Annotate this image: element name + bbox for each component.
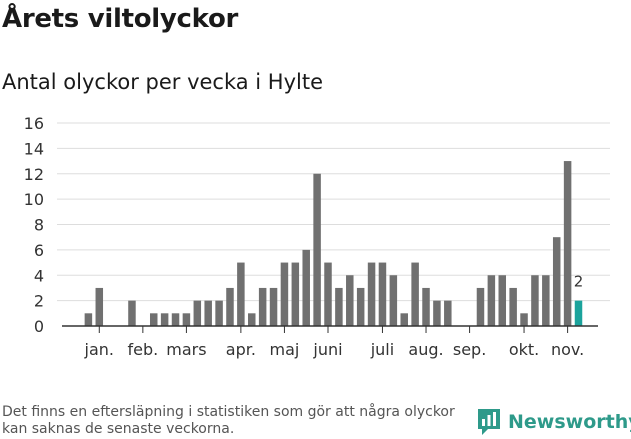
x-tick-label: sep. (453, 340, 486, 359)
x-tick-label: mars (166, 340, 206, 359)
x-axis-ticks: jan. feb. mars apr. maj juni juli aug. sep. okt. n… (84, 326, 584, 359)
bar (433, 300, 441, 326)
bar (237, 262, 245, 326)
chart-title: Årets viltolyckor (2, 4, 239, 34)
bar (400, 313, 408, 326)
bar (378, 262, 387, 326)
bar (444, 300, 452, 326)
bar (95, 287, 104, 326)
y-tick-label: 4 (34, 266, 44, 285)
y-tick-label: 14 (24, 139, 44, 158)
bar (182, 313, 191, 326)
bar (324, 262, 332, 326)
gridlines (57, 122, 610, 302)
bar (367, 262, 376, 326)
x-tick-label: aug. (408, 340, 443, 359)
bar-highlight (574, 300, 583, 326)
bar (193, 300, 202, 326)
newsworthy-logo-icon (478, 409, 500, 435)
bar (84, 313, 93, 326)
bar (313, 173, 321, 326)
x-tick-label: juli (370, 340, 394, 359)
bar (128, 300, 136, 326)
bar (269, 287, 278, 326)
x-tick-label: okt. (509, 340, 539, 359)
bar (520, 313, 528, 326)
bar (149, 313, 158, 326)
y-tick-label: 8 (34, 216, 44, 235)
y-tick-label: 16 (24, 114, 44, 133)
bar (498, 275, 507, 326)
bar (160, 313, 169, 326)
bar (302, 249, 310, 326)
bar (542, 275, 550, 326)
bar (422, 287, 430, 326)
x-tick-label: maj (270, 340, 300, 359)
bar (346, 275, 354, 326)
y-tick-label: 2 (34, 292, 44, 311)
bar (476, 287, 485, 326)
bar (356, 287, 365, 326)
brand-name: Newsworthy (508, 411, 631, 433)
x-tick-label: apr. (226, 340, 256, 359)
y-tick-label: 10 (24, 190, 44, 209)
bar (248, 313, 256, 326)
bar (171, 313, 180, 326)
x-tick-label: feb. (127, 340, 158, 359)
x-tick-label: juni (312, 340, 342, 359)
footnote: Det finns en eftersläpning i statistiken… (2, 404, 455, 437)
bar (258, 287, 267, 326)
y-tick-label: 12 (24, 165, 44, 184)
x-tick-label: jan. (84, 340, 114, 359)
bar (487, 275, 496, 326)
bar (291, 262, 300, 326)
bar (563, 161, 572, 326)
y-axis-ticks: 0 2 4 6 8 10 12 14 16 (24, 114, 44, 336)
bar (335, 287, 343, 326)
y-tick-label: 6 (34, 241, 44, 260)
chart-subtitle: Antal olyckor per vecka i Hylte (2, 70, 324, 94)
bar (280, 262, 289, 326)
bar (411, 262, 419, 326)
bar (204, 300, 212, 326)
bar (531, 275, 539, 326)
bar (552, 237, 561, 326)
y-tick-label: 0 (34, 317, 44, 336)
bar (509, 287, 517, 326)
bar (215, 300, 223, 326)
brand-logo: Newsworthy (476, 407, 631, 437)
bar (226, 287, 234, 326)
bars: 2 (84, 161, 584, 326)
x-tick-label: nov. (551, 340, 584, 359)
bar (389, 275, 398, 326)
bar-value-label: 2 (574, 273, 584, 291)
